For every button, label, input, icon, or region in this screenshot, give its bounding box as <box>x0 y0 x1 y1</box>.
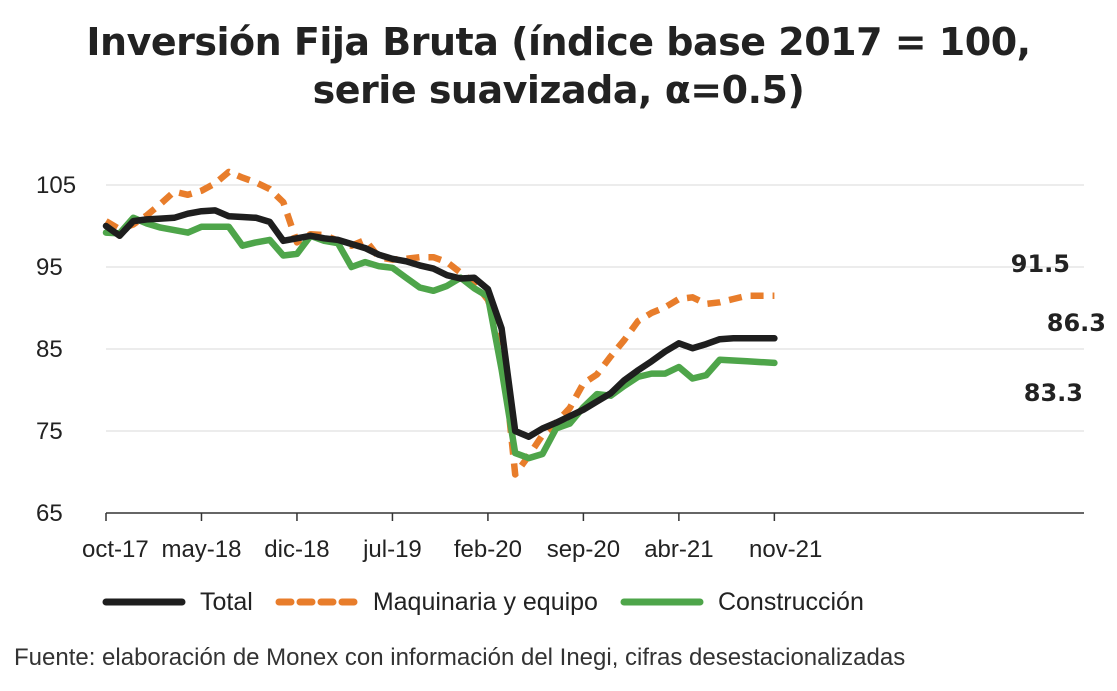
y-axis-ticks: 65 75 85 95 105 <box>36 172 76 527</box>
x-tick-label-oct-17: oct-17 <box>82 536 149 563</box>
y-tick-label-75: 75 <box>36 418 63 445</box>
chart-title-line-2: serie suavizada, α=0.5) <box>312 68 805 112</box>
series-line-maquinaria-y-equipo <box>104 168 775 478</box>
legend-label-total: Total <box>200 587 253 616</box>
legend-swatch-total <box>102 598 186 606</box>
y-tick-label-105: 105 <box>36 172 76 199</box>
x-tick-label-feb-20: feb-20 <box>454 536 522 563</box>
legend-swatch-construccion <box>620 598 704 606</box>
end-labels: 86.3 91.5 83.3 <box>1011 250 1106 407</box>
series-line-total <box>102 207 778 440</box>
x-axis: oct-17 may-18 dic-18 jul-19 feb-20 sep-20 abr-… <box>82 512 1084 563</box>
chart-title: Inversión Fija Bruta (índice base 2017 =… <box>0 18 1117 114</box>
legend-label-construccion: Construcción <box>717 587 864 616</box>
x-tick-label-may-18: may-18 <box>161 536 241 563</box>
x-tick-label-nov-21: nov-21 <box>749 536 822 563</box>
source-note: Fuente: elaboración de Monex con informa… <box>14 644 906 671</box>
legend-item-maquinaria: Maquinaria y equipo <box>275 588 598 617</box>
series-lines <box>102 168 778 478</box>
y-tick-label-65: 65 <box>36 500 63 527</box>
gridlines <box>106 184 1084 432</box>
end-label-construcci-n: 83.3 <box>1024 379 1083 407</box>
legend-swatch-maquinaria <box>275 598 359 606</box>
end-label-maquinaria-y-equipo: 91.5 <box>1011 250 1070 278</box>
chart-title-line-1: Inversión Fija Bruta (índice base 2017 =… <box>86 20 1031 64</box>
x-tick-label-sep-20: sep-20 <box>547 536 620 563</box>
y-tick-label-95: 95 <box>36 254 63 281</box>
y-tick-label-85: 85 <box>36 336 63 363</box>
x-tick-label-dic-18: dic-18 <box>264 536 329 563</box>
series-line-construcci-n <box>102 214 778 462</box>
x-tick-label-abr-21: abr-21 <box>644 536 713 563</box>
legend-label-maquinaria: Maquinaria y equipo <box>372 587 598 616</box>
end-label-total: 86.3 <box>1047 309 1106 337</box>
legend-item-construccion: Construcción <box>620 588 864 617</box>
x-tick-label-jul-19: jul-19 <box>362 536 422 563</box>
legend: Total Maquinaria y equipo Construcción <box>102 584 886 620</box>
legend-item-total: Total <box>102 588 253 617</box>
